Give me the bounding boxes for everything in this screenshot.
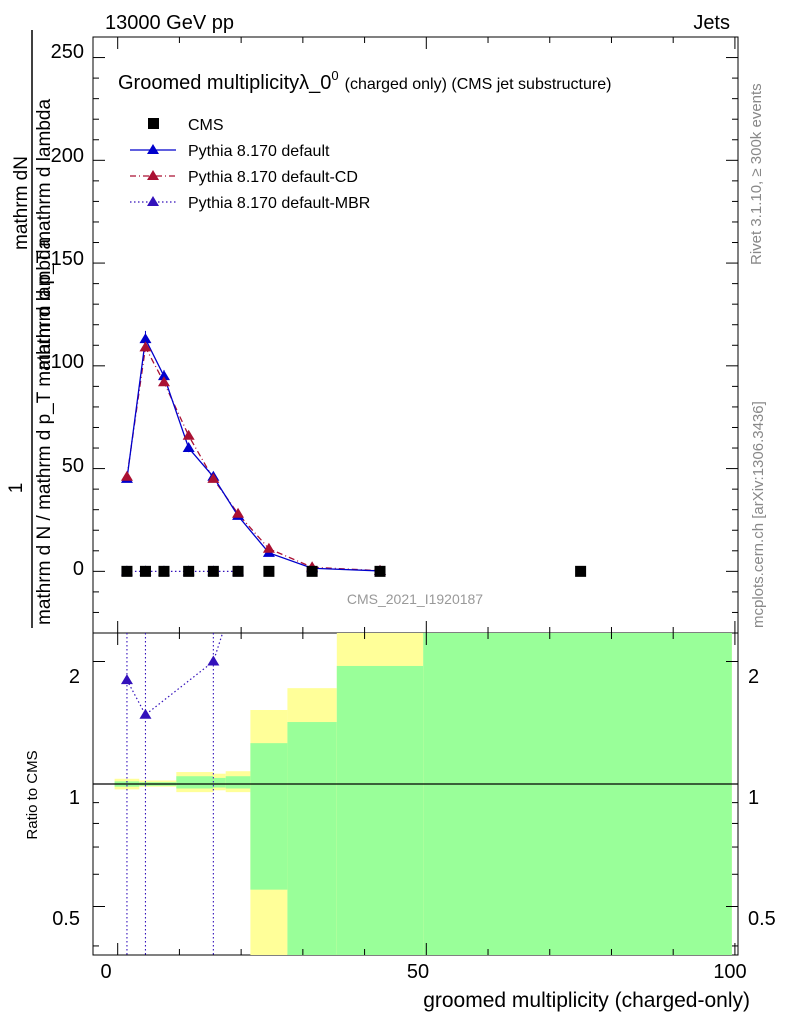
rivet-label: Rivet 3.1.10, ≥ 300k events <box>748 83 765 265</box>
uncertainty-band-green <box>213 777 226 788</box>
legend-marker-cms <box>148 118 159 129</box>
plot-title: Groomed multiplicityλ_00 (charged only) (… <box>118 68 611 94</box>
header-left: 13000 GeV pp <box>105 12 234 34</box>
data-point-cd <box>207 472 220 483</box>
data-point-cd <box>232 507 245 518</box>
y-tick-label: 250 <box>51 41 84 63</box>
data-point-cms <box>374 565 386 577</box>
data-point-cd <box>157 376 170 387</box>
ratio-series <box>120 632 224 955</box>
uncertainty-band-green <box>287 722 337 955</box>
main-series <box>120 330 587 577</box>
ratio-point-mbr <box>207 655 220 666</box>
y-tick-label: 100 <box>51 351 84 373</box>
y-label-denominator: mathrm d N / mathrm d p_T mathrm d lambd… <box>34 238 55 625</box>
legend-marker-mbr <box>147 196 159 206</box>
ratio-y-tick-label-right: 1 <box>748 787 759 809</box>
y-tick-label: 0 <box>73 558 84 580</box>
ratio-y-tick-label-right: 2 <box>748 666 759 688</box>
header-right: Jets <box>693 12 730 34</box>
data-point-cd <box>182 429 195 440</box>
y-label-top: mathrm dN <box>11 156 32 250</box>
ratio-y-tick-label: 0.5 <box>52 908 80 930</box>
data-point-cms <box>139 565 151 577</box>
ratio-y-tick-label: 1 <box>69 787 80 809</box>
data-point-cms <box>207 565 219 577</box>
ratio-y-tick-label: 2 <box>69 666 80 688</box>
legend-marker-cd <box>147 170 159 180</box>
x-axis-label: groomed multiplicity (charged-only) <box>423 989 750 1012</box>
uncertainty-band-green <box>176 776 214 789</box>
data-point-default <box>157 370 170 381</box>
data-point-cd <box>262 542 275 553</box>
y-tick-label: 200 <box>51 145 84 167</box>
title-main: Groomed multiplicity <box>118 72 299 94</box>
title-lambda: λ_0 <box>299 72 331 94</box>
y-label-subtitle: mathrm d p_T mathrm d lambda <box>34 99 55 370</box>
data-point-default <box>139 333 152 344</box>
uncertainty-band-green <box>336 665 424 955</box>
ratio-bands <box>93 633 738 955</box>
x-tick-label: 50 <box>407 961 429 983</box>
data-point-cd <box>139 341 152 352</box>
ratio-axis-ticks <box>93 633 738 955</box>
main-y-axis-label: 1 mathrm d N / mathrm d p_T mathrm d lam… <box>6 30 55 628</box>
uncertainty-band-green <box>250 743 288 890</box>
data-point-cms <box>158 565 170 577</box>
y-tick-label: 150 <box>51 248 84 270</box>
ratio-y-axis-label: Ratio to CMS <box>24 750 41 839</box>
data-point-cms <box>121 565 133 577</box>
uncertainty-band-green <box>423 633 732 955</box>
legend: CMS Pythia 8.170 default Pythia 8.170 de… <box>130 117 370 212</box>
legend-label-default: Pythia 8.170 default <box>188 143 330 160</box>
data-point-cms <box>232 565 244 577</box>
y-tick-label: 50 <box>62 455 84 477</box>
main-y-tick-labels: 0 50 100 150 200 250 <box>51 41 84 580</box>
analysis-id: CMS_2021_I1920187 <box>347 591 483 607</box>
data-point-cms <box>306 565 318 577</box>
ratio-line-mbr <box>126 632 224 716</box>
x-tick-label: 0 <box>100 961 111 983</box>
ratio-y-tick-labels: 2 1 0.5 2 1 0.5 <box>52 666 776 930</box>
main-axis-ticks <box>93 36 738 633</box>
data-point-cd <box>120 470 133 481</box>
y-label-numerator: 1 <box>6 483 27 494</box>
data-point-cms <box>183 565 195 577</box>
legend-label-mbr: Pythia 8.170 default-MBR <box>188 195 370 212</box>
title-sup: 0 <box>331 68 338 83</box>
ratio-point-mbr <box>120 674 133 685</box>
mcplots-label: mcplots.cern.ch [arXiv:1306.3436] <box>750 401 767 628</box>
data-point-cms <box>575 565 587 577</box>
data-point-cms <box>263 565 275 577</box>
uncertainty-band-green <box>225 776 251 789</box>
x-tick-label: 100 <box>713 961 746 983</box>
data-point-default <box>182 442 195 453</box>
legend-marker-default <box>147 144 159 154</box>
title-note: (charged only) (CMS jet substructure) <box>345 76 612 93</box>
legend-label-cms: CMS <box>188 117 224 134</box>
legend-label-cd: Pythia 8.170 default-CD <box>188 169 358 186</box>
ratio-y-tick-label-right: 0.5 <box>748 908 776 930</box>
x-tick-labels: 0 50 100 <box>100 961 746 983</box>
ratio-point-mbr <box>139 708 152 719</box>
